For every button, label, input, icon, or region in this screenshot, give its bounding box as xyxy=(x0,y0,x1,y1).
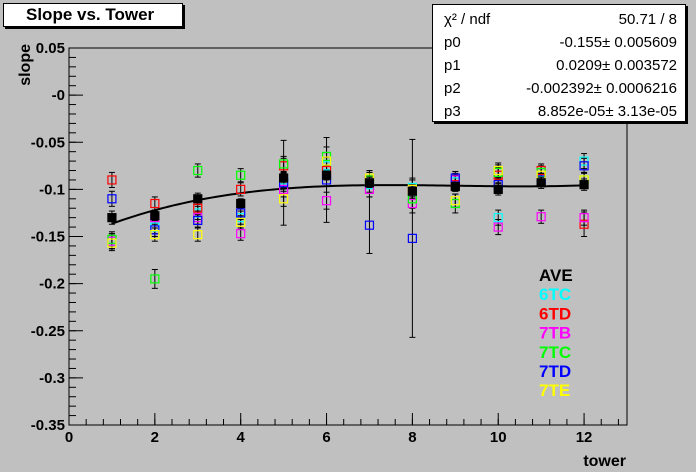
fit-stat-value: 0.0209± 0.003572 xyxy=(556,57,677,74)
y-tick-label: -0.1 xyxy=(39,181,65,198)
data-point-ave xyxy=(579,180,589,190)
legend-entry-7tc: 7TC xyxy=(539,343,571,362)
data-point-ave xyxy=(536,178,546,188)
data-point-ave xyxy=(107,213,117,223)
data-point-7tb xyxy=(236,229,246,239)
data-point-6tc xyxy=(236,213,246,223)
chart-title: Slope vs. Tower xyxy=(26,5,155,24)
data-point-6tc xyxy=(321,161,332,171)
data-point-7te xyxy=(279,194,289,204)
data-point-7tc xyxy=(279,159,289,169)
chart-title-box: Slope vs. Tower xyxy=(3,3,183,27)
data-point-6tc xyxy=(579,156,589,166)
data-point-7te xyxy=(236,217,246,227)
data-point-7td xyxy=(407,233,417,243)
y-tick-label: -0.05 xyxy=(31,134,65,151)
data-point-6td xyxy=(236,184,246,194)
legend-entry-6td: 6TD xyxy=(539,304,571,323)
fit-stat-key: p3 xyxy=(444,103,461,120)
x-tick-label: 0 xyxy=(65,429,73,446)
data-point-7tb xyxy=(493,222,503,232)
data-point-7tc xyxy=(321,151,332,161)
x-tick-label: 12 xyxy=(576,429,593,446)
data-point-7tc xyxy=(236,170,246,180)
y-tick-label: -0.2 xyxy=(39,276,65,293)
fit-stat-value: -0.155± 0.005609 xyxy=(559,34,678,51)
data-point-6td xyxy=(193,203,203,213)
data-point-6td xyxy=(150,198,160,209)
y-tick-label: -0.25 xyxy=(31,323,65,340)
data-point-7te xyxy=(193,230,203,240)
data-point-ave xyxy=(407,186,417,196)
data-point-7td xyxy=(236,208,246,218)
fit-stat-row: χ² / ndf 50.71 / 8 xyxy=(433,8,685,31)
fit-stat-key: p1 xyxy=(444,57,461,74)
data-point-7tc xyxy=(193,165,203,176)
x-axis-title: tower xyxy=(583,453,626,470)
x-tick-label: 4 xyxy=(237,429,246,446)
y-tick-label: -0.35 xyxy=(31,417,65,434)
data-point-7tc xyxy=(150,274,160,284)
legend-entry-7td: 7TD xyxy=(539,362,571,381)
fit-stat-value: -0.002392± 0.0006216 xyxy=(526,80,677,97)
fit-stat-row: p2 -0.002392± 0.0006216 xyxy=(433,77,685,100)
y-tick-label: -0.3 xyxy=(39,370,65,387)
data-point-7tb xyxy=(279,184,289,194)
data-point-7tb xyxy=(579,213,589,223)
data-point-6td xyxy=(579,219,589,229)
y-tick-label: -0 xyxy=(52,87,65,104)
data-point-7td xyxy=(579,161,589,171)
data-point-6tc xyxy=(493,213,503,223)
fit-stat-row: p3 8.852e-05± 3.13e-05 xyxy=(433,100,685,123)
data-point-ave xyxy=(279,173,289,183)
fit-stat-value: 8.852e-05± 3.13e-05 xyxy=(537,103,677,120)
fit-curve-layer xyxy=(111,184,585,225)
data-point-7te xyxy=(321,156,332,166)
data-point-7te xyxy=(493,165,503,176)
x-tick-label: 10 xyxy=(490,429,507,446)
x-tick-label: 8 xyxy=(408,429,416,446)
data-point-7te xyxy=(150,230,160,240)
data-point-ave xyxy=(321,170,332,180)
legend-entry-7tb: 7TB xyxy=(539,324,571,343)
marker-layer xyxy=(107,151,589,284)
data-point-7td xyxy=(193,215,203,226)
y-axis-title: slope xyxy=(17,44,34,86)
y-tick-label: 0.05 xyxy=(36,40,65,57)
data-point-ave xyxy=(193,194,203,204)
fit-stat-row: p0 -0.155± 0.005609 xyxy=(433,31,685,54)
fit-stat-row: p1 0.0209± 0.003572 xyxy=(433,54,685,77)
fit-stat-key: p2 xyxy=(444,80,461,97)
legend-entry-7te: 7TE xyxy=(539,381,570,400)
data-point-7te xyxy=(450,196,460,206)
data-point-ave xyxy=(150,211,160,221)
fit-stats-box: χ² / ndf 50.71 / 8 p0 -0.155± 0.005609 p1 0… xyxy=(432,4,686,122)
fit-stat-value: 50.71 / 8 xyxy=(618,11,677,28)
data-point-ave xyxy=(364,178,375,188)
fit-stat-key: p0 xyxy=(444,34,461,51)
data-point-7tb xyxy=(321,196,332,206)
legend-entry-6tc: 6TC xyxy=(539,285,571,304)
x-tick-label: 2 xyxy=(151,429,159,446)
data-point-ave xyxy=(450,181,460,192)
data-point-7tb xyxy=(536,212,546,222)
fit-curve-line xyxy=(111,184,585,225)
data-point-7tb xyxy=(407,198,417,209)
fit-stat-key: χ² / ndf xyxy=(444,11,491,28)
y-tick-label: -0.15 xyxy=(31,229,65,246)
data-point-7td xyxy=(150,225,160,235)
data-point-ave xyxy=(493,184,503,194)
data-point-7td xyxy=(364,220,375,230)
data-point-6td xyxy=(107,175,117,185)
data-point-ave xyxy=(236,198,246,209)
x-tick-label: 6 xyxy=(322,429,330,446)
data-point-7td xyxy=(107,194,117,204)
axis-layer: 0 2 4 6 8 10 12 0.05 -0 -0.05 -0.1 -0.15 -0.2 -0.25 -0… xyxy=(31,40,619,446)
legend-entry-ave: AVE xyxy=(539,266,573,285)
data-point-7te xyxy=(107,238,117,248)
